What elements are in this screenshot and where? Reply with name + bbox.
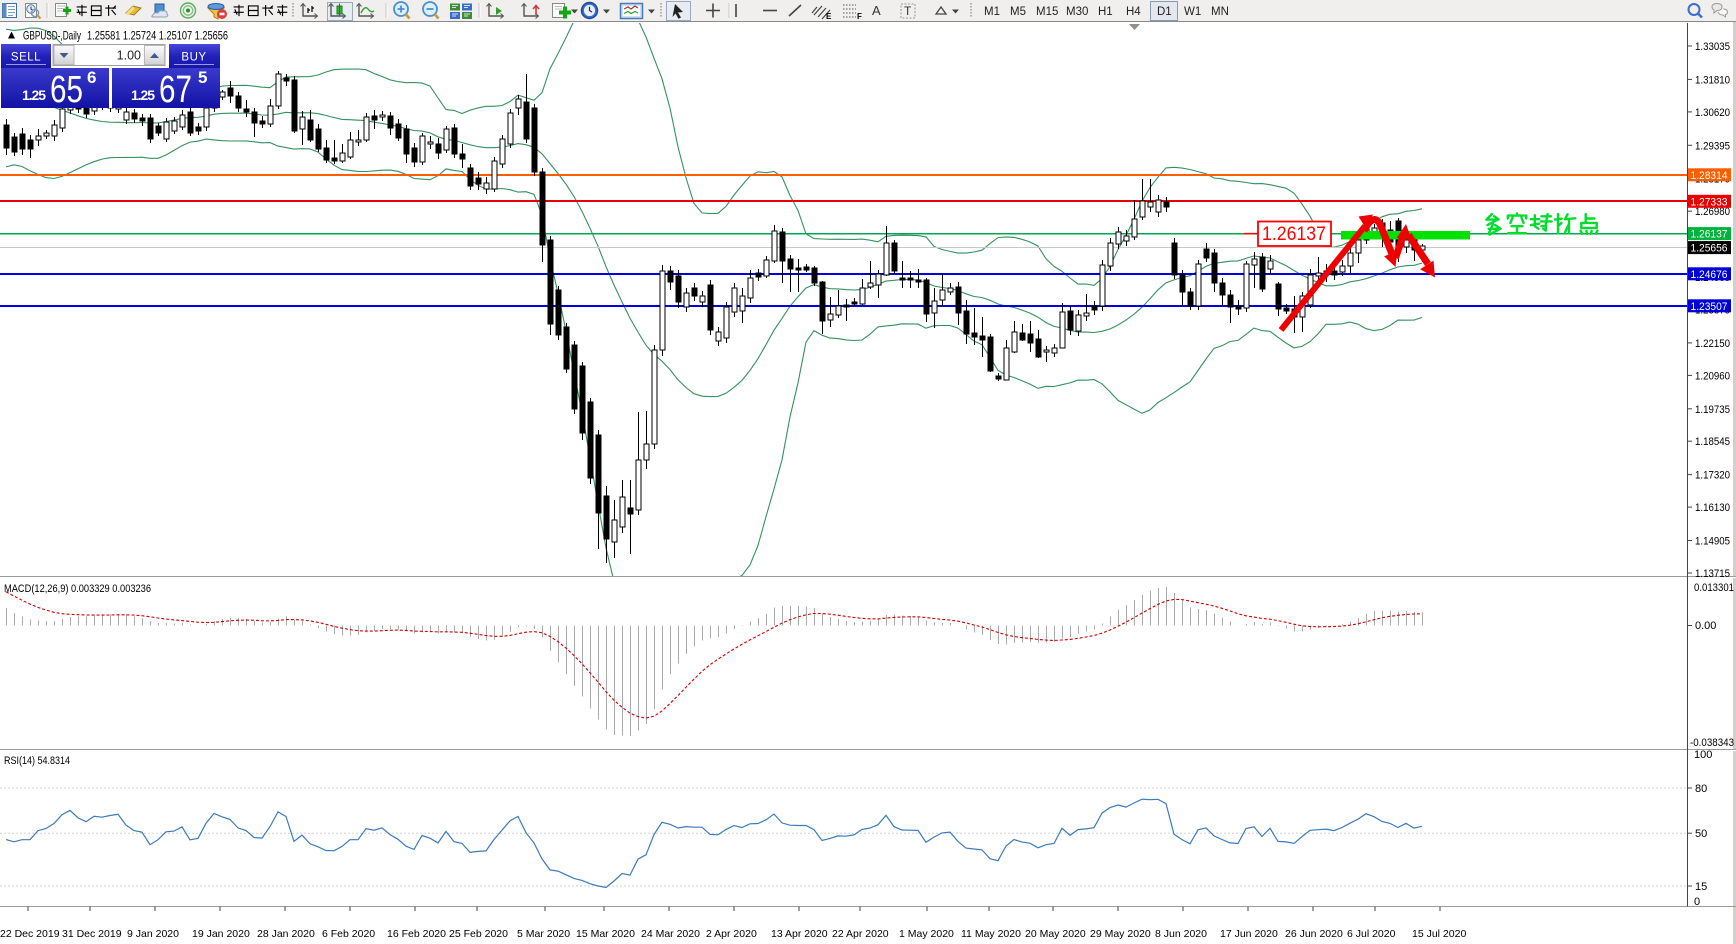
svg-text:1.16130: 1.16130 xyxy=(1695,502,1730,514)
svg-text:E: E xyxy=(826,12,832,21)
svg-text:1.25: 1.25 xyxy=(131,87,155,103)
svg-text:1.22150: 1.22150 xyxy=(1695,338,1730,350)
svg-text:MACD(12,26,9) 0.003329 0.00323: MACD(12,26,9) 0.003329 0.003236 xyxy=(4,583,151,595)
svg-text:9 Jan 2020: 9 Jan 2020 xyxy=(127,928,179,940)
svg-text:1.26137: 1.26137 xyxy=(1691,229,1728,241)
svg-text:80: 80 xyxy=(1695,783,1707,795)
svg-text:65: 65 xyxy=(50,69,83,111)
svg-text:2 Apr 2020: 2 Apr 2020 xyxy=(706,928,757,940)
svg-text:31 Dec 2019: 31 Dec 2019 xyxy=(62,928,122,940)
svg-text:D1: D1 xyxy=(1157,6,1172,18)
svg-text:1.24676: 1.24676 xyxy=(1691,269,1728,281)
svg-text:6 Feb 2020: 6 Feb 2020 xyxy=(322,928,375,940)
svg-text:25 Feb 2020: 25 Feb 2020 xyxy=(449,928,508,940)
svg-text:H4: H4 xyxy=(1126,6,1141,18)
svg-text:1.26137: 1.26137 xyxy=(1262,224,1326,245)
svg-text:1.25: 1.25 xyxy=(22,87,46,103)
svg-text:20 May 2020: 20 May 2020 xyxy=(1025,928,1086,940)
svg-text:19 Jan 2020: 19 Jan 2020 xyxy=(192,928,250,940)
svg-text:28 Jan 2020: 28 Jan 2020 xyxy=(257,928,315,940)
svg-text:1.14905: 1.14905 xyxy=(1695,536,1730,548)
svg-text:26 Jun 2020: 26 Jun 2020 xyxy=(1285,928,1343,940)
svg-text:H1: H1 xyxy=(1098,6,1113,18)
svg-text:100: 100 xyxy=(1694,749,1712,761)
svg-text:BUY: BUY xyxy=(181,52,206,64)
svg-text:0: 0 xyxy=(1694,896,1700,908)
svg-text:RSI(14) 54.8314: RSI(14) 54.8314 xyxy=(4,755,70,767)
svg-text:1 May 2020: 1 May 2020 xyxy=(899,928,954,940)
svg-text:1.17320: 1.17320 xyxy=(1695,470,1730,482)
svg-text:11 May 2020: 11 May 2020 xyxy=(961,928,1021,940)
svg-text:1.20960: 1.20960 xyxy=(1695,370,1730,382)
svg-text:1.00: 1.00 xyxy=(117,49,141,63)
svg-text:8 Jun 2020: 8 Jun 2020 xyxy=(1155,928,1207,940)
svg-text:15 Jul 2020: 15 Jul 2020 xyxy=(1412,928,1466,940)
svg-text:29 May 2020: 29 May 2020 xyxy=(1090,928,1151,940)
svg-text:1.25656: 1.25656 xyxy=(1691,243,1728,255)
svg-text:24 Mar 2020: 24 Mar 2020 xyxy=(641,928,700,940)
svg-text:0.013301: 0.013301 xyxy=(1694,582,1734,594)
svg-text:-0.038343: -0.038343 xyxy=(1690,737,1734,749)
svg-text:M1: M1 xyxy=(984,6,1000,18)
svg-text:M30: M30 xyxy=(1066,6,1088,18)
svg-text:17 Jun 2020: 17 Jun 2020 xyxy=(1220,928,1278,940)
svg-text:5 Mar 2020: 5 Mar 2020 xyxy=(517,928,570,940)
svg-text:1.26980: 1.26980 xyxy=(1695,206,1730,218)
svg-text:1.23507: 1.23507 xyxy=(1691,301,1728,313)
svg-text:6: 6 xyxy=(87,68,96,87)
svg-text:1.29395: 1.29395 xyxy=(1695,140,1730,152)
svg-text:16 Feb 2020: 16 Feb 2020 xyxy=(387,928,446,940)
svg-text:SELL: SELL xyxy=(11,52,41,64)
svg-text:T: T xyxy=(904,4,912,18)
svg-text:MN: MN xyxy=(1211,6,1229,18)
svg-text:0.00: 0.00 xyxy=(1695,620,1716,632)
svg-text:1.18545: 1.18545 xyxy=(1695,436,1730,448)
svg-text:15: 15 xyxy=(1695,881,1707,893)
svg-text:1.31810: 1.31810 xyxy=(1695,74,1730,86)
svg-text:22 Apr 2020: 22 Apr 2020 xyxy=(832,928,889,940)
svg-text:1.13715: 1.13715 xyxy=(1695,568,1730,580)
svg-text:F: F xyxy=(857,12,862,21)
svg-text:1.27333: 1.27333 xyxy=(1691,196,1728,208)
svg-text:1.28314: 1.28314 xyxy=(1691,170,1728,182)
svg-text:22 Dec 2019: 22 Dec 2019 xyxy=(0,928,60,940)
svg-text:1.33035: 1.33035 xyxy=(1695,41,1730,53)
svg-text:5: 5 xyxy=(198,68,207,87)
svg-text:15 Mar 2020: 15 Mar 2020 xyxy=(576,928,635,940)
svg-text:1.25581 1.25724 1.25107 1.2565: 1.25581 1.25724 1.25107 1.25656 xyxy=(87,29,228,43)
svg-text:GBPUSD-,Daily: GBPUSD-,Daily xyxy=(23,29,81,43)
svg-text:6 Jul 2020: 6 Jul 2020 xyxy=(1347,928,1396,940)
svg-text:A: A xyxy=(872,3,881,18)
svg-text:1.19735: 1.19735 xyxy=(1695,404,1730,416)
svg-text:50: 50 xyxy=(1695,828,1707,840)
svg-text:W1: W1 xyxy=(1184,6,1201,18)
svg-text:M5: M5 xyxy=(1010,6,1026,18)
svg-text:M15: M15 xyxy=(1036,6,1058,18)
svg-text:13 Apr 2020: 13 Apr 2020 xyxy=(771,928,828,940)
svg-text:67: 67 xyxy=(159,69,192,111)
svg-text:1.30620: 1.30620 xyxy=(1695,107,1730,119)
